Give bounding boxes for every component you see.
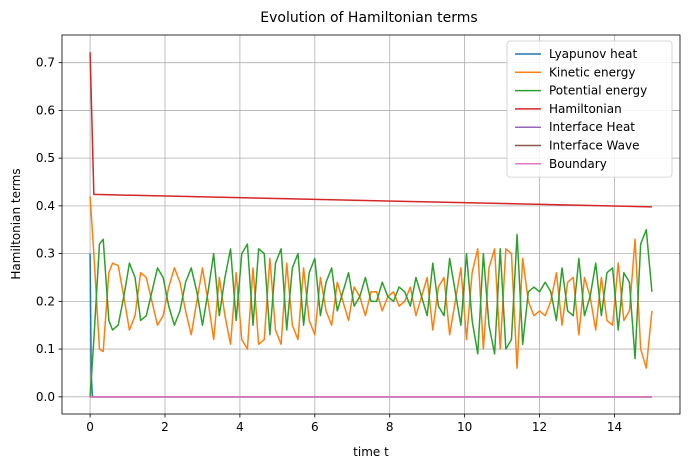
legend-label-hamiltonian: Hamiltonian bbox=[549, 102, 622, 116]
y-tick-label: 0.2 bbox=[36, 294, 55, 308]
chart-title: Evolution of Hamiltonian terms bbox=[260, 10, 477, 26]
x-tick-label: 12 bbox=[532, 420, 547, 434]
x-tick-label: 14 bbox=[607, 420, 622, 434]
legend-label-kinetic-energy: Kinetic energy bbox=[549, 65, 635, 79]
y-tick-label: 0.3 bbox=[36, 247, 55, 261]
legend-label-potential-energy: Potential energy bbox=[549, 84, 647, 98]
series-line-hamiltonian bbox=[89, 52, 652, 208]
x-tick-label: 0 bbox=[86, 420, 94, 434]
x-axis: 0 2 4 6 8 10 12 14 bbox=[86, 414, 622, 434]
y-axis: 0.0 0.1 0.2 0.3 0.4 0.5 0.6 0.7 bbox=[36, 56, 62, 404]
series-layer bbox=[89, 52, 653, 398]
plot-frame bbox=[61, 34, 681, 415]
y-axis-label: Hamiltonian terms bbox=[9, 168, 23, 279]
legend: Lyapunov heat Kinetic energy Potential ene… bbox=[506, 40, 673, 178]
series-line-potential-energy bbox=[89, 229, 653, 397]
legend-box bbox=[506, 40, 673, 178]
legend-label-boundary: Boundary bbox=[549, 157, 607, 171]
y-tick-label: 0.0 bbox=[36, 390, 55, 404]
y-tick-label: 0.1 bbox=[36, 342, 55, 356]
x-tick-label: 10 bbox=[457, 420, 472, 434]
y-tick-label: 0.5 bbox=[36, 151, 55, 165]
legend-label-interface-wave: Interface Wave bbox=[549, 139, 639, 153]
series-line-kinetic-energy bbox=[89, 196, 653, 369]
y-tick-label: 0.4 bbox=[36, 199, 55, 213]
legend-label-lyapunov-heat: Lyapunov heat bbox=[549, 47, 637, 61]
x-tick-label: 4 bbox=[236, 420, 244, 434]
x-tick-label: 8 bbox=[386, 420, 394, 434]
x-tick-label: 6 bbox=[311, 420, 319, 434]
y-tick-label: 0.6 bbox=[36, 103, 55, 117]
x-tick-label: 2 bbox=[161, 420, 169, 434]
legend-label-interface-heat: Interface Heat bbox=[549, 120, 635, 134]
x-axis-label: time t bbox=[353, 445, 389, 459]
y-tick-label: 0.7 bbox=[36, 56, 55, 70]
